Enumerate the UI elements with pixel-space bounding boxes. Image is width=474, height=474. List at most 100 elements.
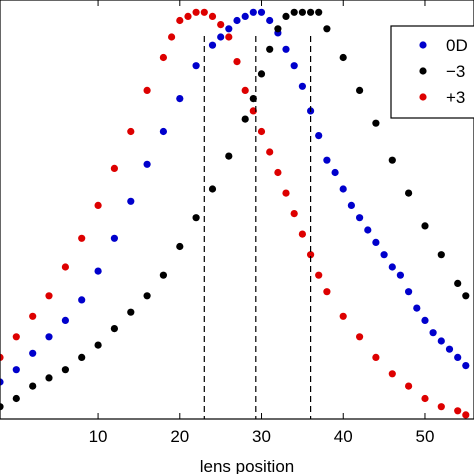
data-point (127, 127, 135, 136)
data-point (61, 263, 69, 271)
data-point (176, 95, 184, 103)
data-point (445, 345, 454, 353)
data-point (110, 325, 118, 333)
data-point (208, 41, 217, 49)
data-point (12, 333, 20, 341)
data-point (159, 127, 167, 136)
data-point (282, 45, 290, 53)
data-point (127, 308, 135, 316)
data-point (78, 353, 86, 361)
data-point (208, 12, 217, 20)
x-tick-label: 30 (252, 427, 271, 446)
data-point (339, 185, 347, 193)
data-point (454, 353, 462, 361)
legend-label: +3 (446, 88, 465, 107)
legend: 0D −3 +3 (390, 25, 474, 119)
data-point (110, 234, 118, 242)
data-point (192, 8, 200, 16)
data-point (429, 329, 437, 337)
data-point (45, 374, 53, 382)
data-point (388, 263, 396, 271)
data-point (347, 201, 355, 209)
data-point (200, 8, 208, 16)
data-point (388, 370, 396, 378)
data-point (127, 197, 135, 205)
data-point (307, 251, 315, 259)
data-point (12, 366, 20, 374)
data-point (356, 214, 364, 222)
data-point (339, 53, 347, 62)
data-point (315, 132, 323, 140)
data-point (356, 333, 364, 341)
data-point (282, 189, 290, 197)
data-point (0, 403, 4, 411)
data-point (372, 353, 380, 361)
legend-label: 0D (446, 36, 468, 55)
reference-lines (203, 36, 312, 419)
data-point (94, 267, 102, 275)
legend-label: −3 (446, 62, 465, 81)
data-point (225, 25, 233, 33)
data-point (331, 168, 339, 177)
data-point (159, 271, 167, 279)
data-point (315, 8, 323, 16)
data-point (225, 152, 233, 160)
data-point (233, 16, 241, 25)
data-point (405, 382, 413, 390)
data-point (323, 288, 331, 296)
data-point (388, 156, 396, 164)
x-tick-label: 40 (334, 427, 353, 446)
data-point (78, 296, 86, 304)
x-tick-label: 20 (170, 427, 189, 446)
data-point (282, 12, 290, 20)
data-point (217, 21, 225, 29)
data-point (462, 411, 470, 419)
data-point (274, 25, 282, 33)
data-point (372, 238, 380, 246)
plot-frame (0, 0, 474, 420)
data-point (94, 201, 102, 209)
data-point (184, 12, 192, 20)
data-points (0, 8, 470, 419)
data-point (437, 337, 445, 345)
data-point (12, 394, 20, 403)
legend-box (390, 25, 474, 119)
data-point (257, 127, 266, 136)
data-point (143, 292, 151, 300)
x-ticks: 10 20 30 40 50 (89, 0, 435, 446)
legend-marker (419, 93, 427, 101)
data-point (462, 362, 470, 370)
data-point (0, 353, 4, 361)
data-point (257, 70, 266, 78)
data-point (208, 185, 217, 193)
data-point (192, 62, 200, 70)
series-0 (0, 8, 470, 386)
data-point (421, 394, 429, 403)
data-point (266, 148, 274, 156)
data-point (396, 271, 404, 279)
data-point (29, 382, 37, 390)
data-point (61, 316, 69, 324)
data-point (168, 33, 176, 41)
data-point (372, 119, 380, 127)
data-point (298, 8, 306, 16)
data-point (405, 288, 413, 296)
legend-marker (419, 67, 427, 75)
data-point (323, 156, 331, 164)
data-point (266, 16, 274, 25)
data-point (298, 82, 306, 90)
data-point (290, 62, 298, 70)
data-point (45, 292, 53, 300)
x-tick-label: 50 (416, 427, 435, 446)
x-tick-label: 10 (89, 427, 108, 446)
data-point (29, 312, 37, 320)
data-point (225, 33, 233, 41)
x-axis-label: lens position (200, 457, 295, 474)
data-point (192, 214, 200, 222)
data-point (380, 251, 388, 259)
data-point (143, 160, 151, 168)
axes (0, 0, 474, 420)
data-point (143, 86, 151, 94)
data-point (437, 403, 445, 411)
